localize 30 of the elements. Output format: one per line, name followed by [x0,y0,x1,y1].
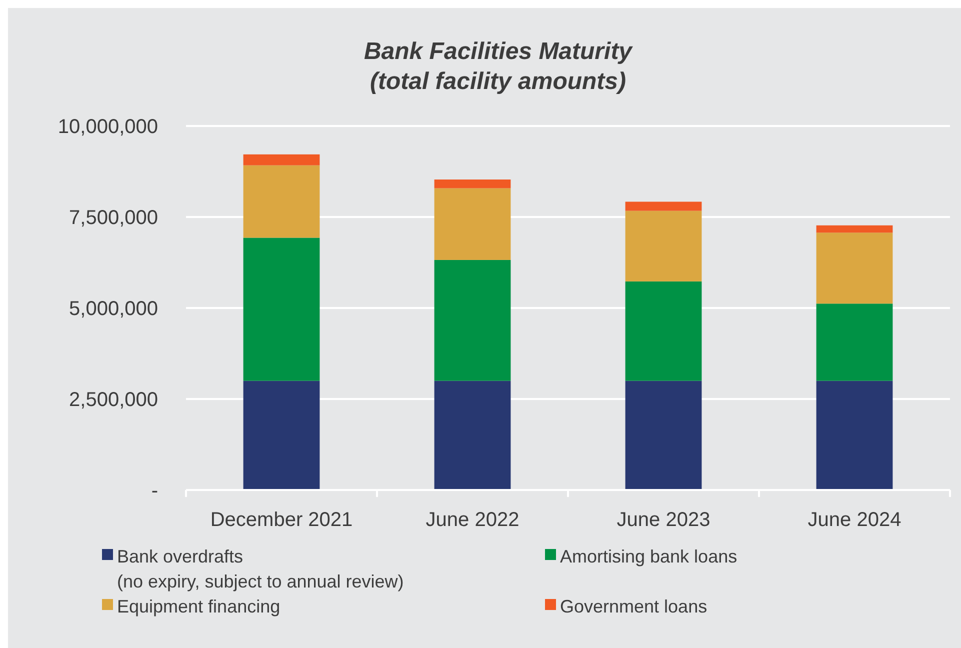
legend-label: Bank overdrafts (no expiry, subject to annual review) [117,546,404,592]
y-tick-label: - [151,480,158,502]
x-tick-label: December 2021 [210,509,353,531]
bar [434,180,511,188]
bar [816,380,893,490]
bar [625,281,702,381]
y-tick-label: 2,500,000 [69,389,158,411]
bar [243,238,320,381]
bar [816,225,893,233]
bar [434,260,511,381]
bar [434,188,511,260]
y-tick-label: 7,500,000 [69,207,158,229]
y-tick-label: 10,000,000 [58,116,158,138]
legend-label: Government loans [560,596,708,616]
bar [243,380,320,490]
bar [625,380,702,490]
chart-title: Bank Facilities Maturity (total facility amounts) [364,38,634,95]
bar [816,304,893,381]
bar [625,202,702,211]
legend-label: Equipment financing [117,596,280,616]
bar [243,165,320,238]
bar [816,232,893,304]
x-tick-label: June 2024 [808,509,902,531]
legend-label: Amortising bank loans [560,546,738,566]
x-tick-label: June 2022 [426,509,520,531]
bar [434,380,511,490]
x-tick-label: June 2023 [616,509,710,531]
bar [625,210,702,282]
bar [243,154,320,166]
y-tick-label: 5,000,000 [69,298,158,320]
